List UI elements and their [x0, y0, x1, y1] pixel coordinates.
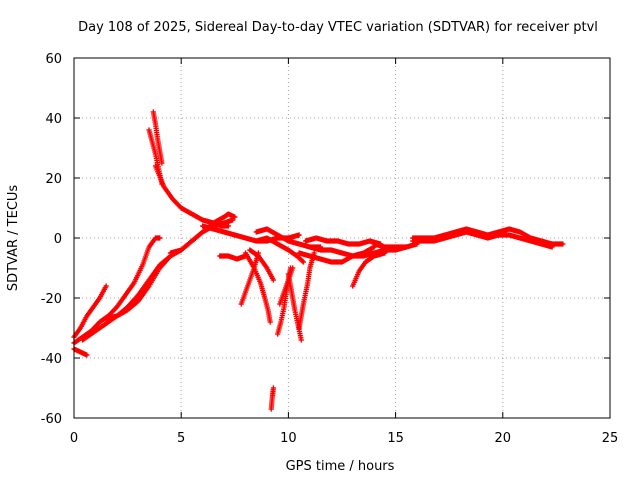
chart-title: Day 108 of 2025, Sidereal Day-to-day VTE…: [78, 20, 598, 35]
y-tick-label: -60: [41, 412, 62, 427]
y-axis-label: SDTVAR / TECUs: [6, 185, 21, 292]
x-tick-label: 15: [387, 431, 404, 446]
data-points: [71, 109, 566, 412]
y-tick-label: -40: [41, 352, 62, 367]
data-point-arc17: [270, 385, 276, 391]
y-tick-label: 0: [54, 232, 62, 247]
data-point-arc13: [267, 319, 273, 325]
data-point-arc8: [225, 223, 231, 229]
data-point-arc16: [300, 259, 307, 265]
data-point-arc19: [290, 265, 296, 271]
y-tick-label: 40: [45, 112, 62, 127]
data-point-arc10: [296, 232, 302, 238]
y-tick-label: -20: [41, 292, 62, 307]
data-point-arc9: [232, 214, 238, 220]
axis-ticks: 0 5 10 15 20 25 -60 -40 -20 0 20 40 60: [41, 52, 619, 446]
data-point-arc28: [549, 244, 555, 250]
y-tick-label: 20: [45, 172, 62, 187]
x-tick-label: 0: [70, 431, 78, 446]
y-tick-label: 60: [45, 52, 62, 67]
x-tick-label: 20: [495, 431, 512, 446]
data-point-arc20: [298, 337, 304, 343]
x-tick-label: 5: [177, 431, 185, 446]
data-point-arc2: [157, 235, 163, 241]
data-point-arc1: [103, 283, 109, 289]
data-point-arc27: [560, 241, 566, 247]
data-point-arc7: [159, 160, 165, 166]
data-point-arc25: [382, 250, 388, 256]
x-tick-label: 25: [602, 431, 619, 446]
x-tick-label: 10: [280, 431, 297, 446]
data-point-arc14: [270, 277, 276, 283]
data-point-arc3: [84, 352, 90, 358]
x-axis-label: GPS time / hours: [286, 459, 395, 474]
